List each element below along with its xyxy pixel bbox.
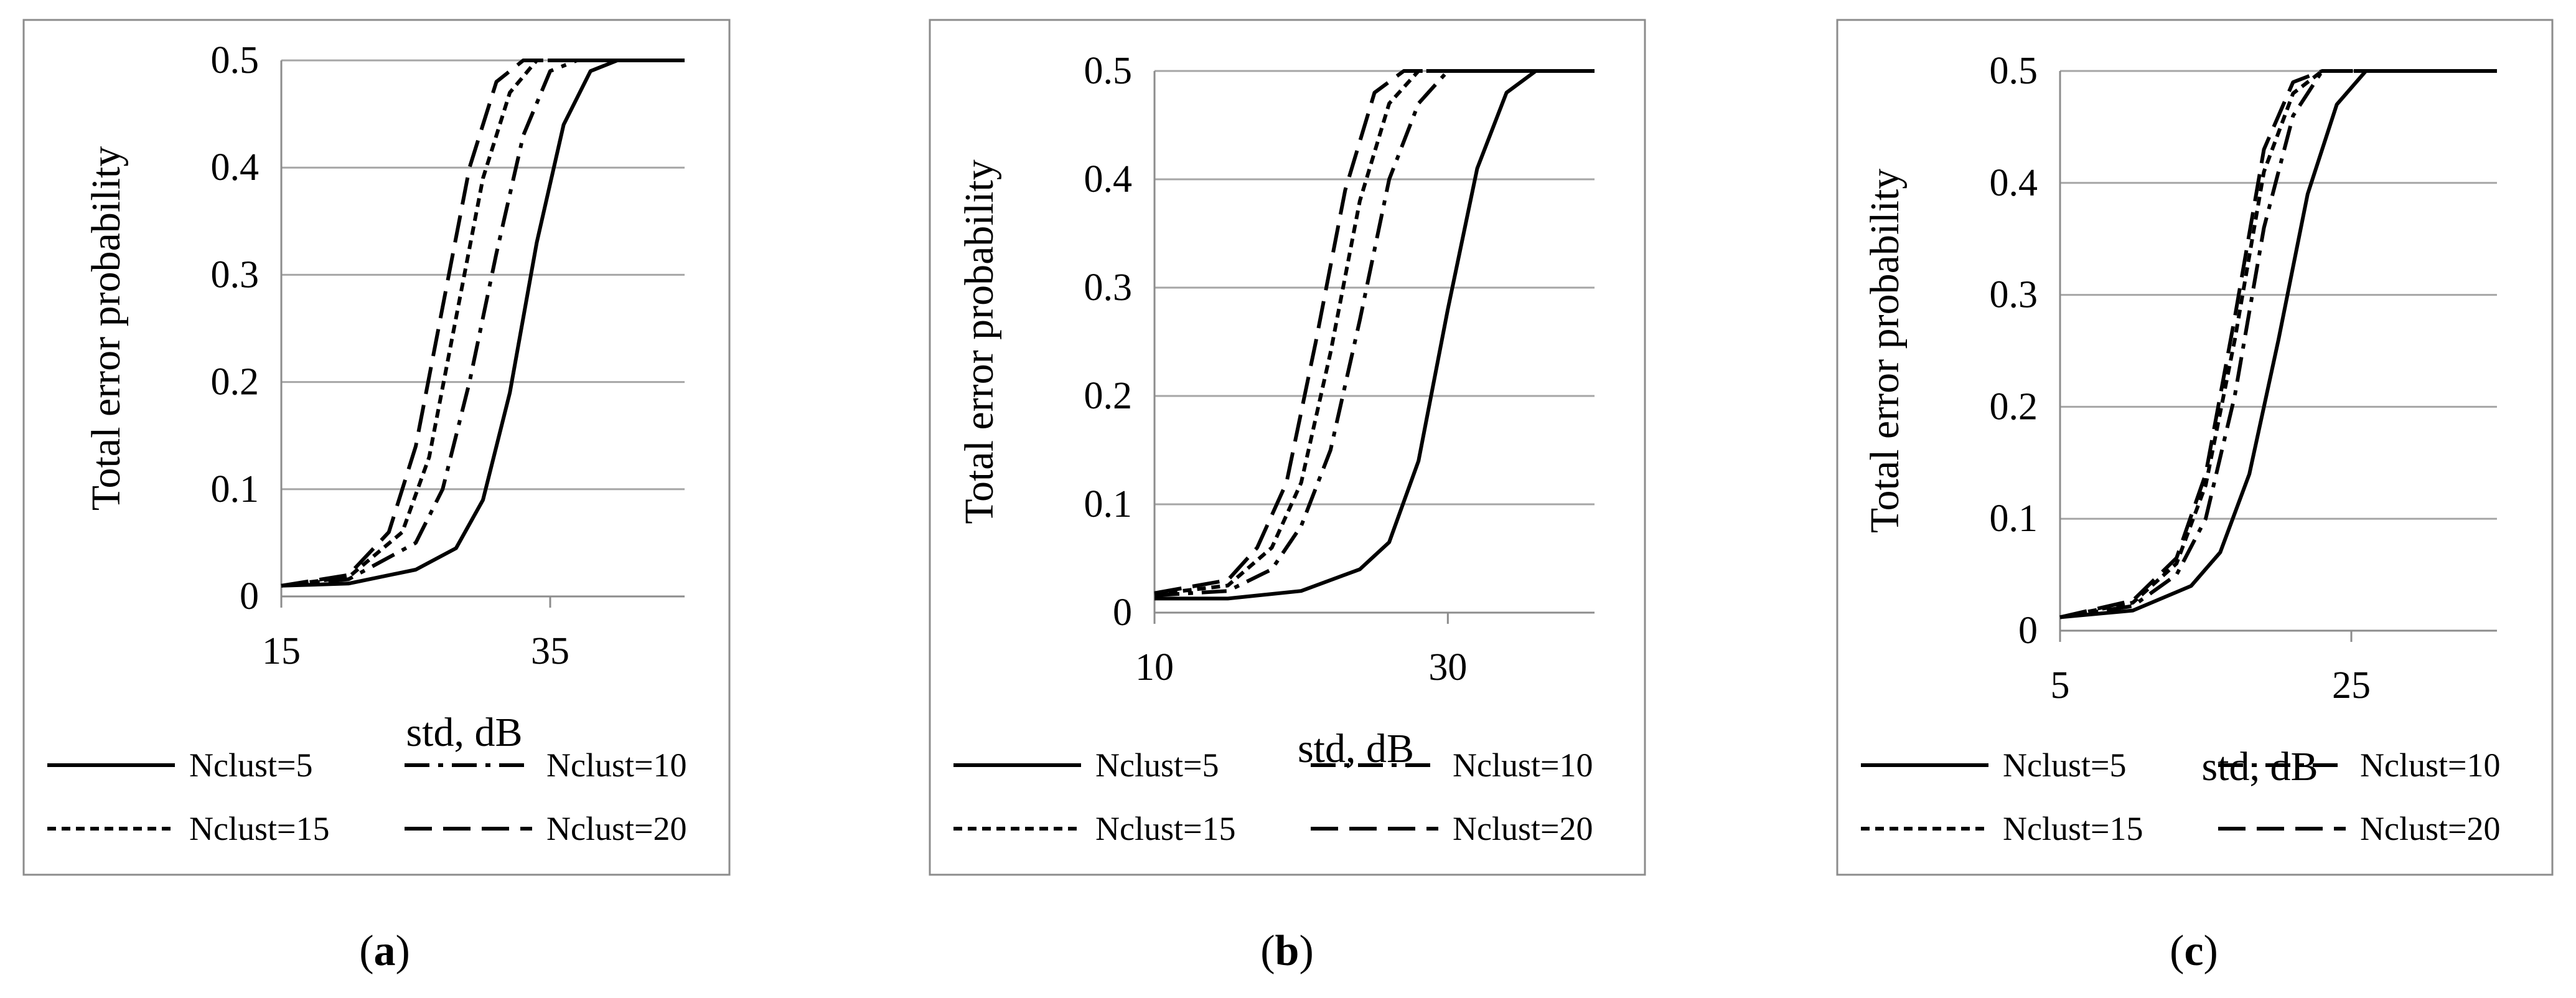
y-tick-label-0-1: 0.1 [1084,483,1133,525]
legend-label-nclust-10: Nclust=10 [546,746,686,784]
y-axis-title: Total error probability [1862,169,1908,534]
panel-frame [1836,19,2554,876]
y-axis-title: Total error probability [957,159,1002,524]
legend-label-nclust-10: Nclust=10 [2360,746,2500,784]
series-line-nclust-5 [1155,69,1595,601]
legend-label-nclust-20: Nclust=20 [2360,810,2500,847]
y-tick-label-0-3: 0.3 [1084,266,1133,309]
series-line-nclust-20 [1154,69,1595,595]
legend-label-nclust-5: Nclust=5 [1095,746,1219,784]
panel-caption: (b) [1260,927,1314,975]
y-tick-label-0-2: 0.2 [1084,375,1133,417]
y-tick-label-0-4: 0.4 [211,146,260,189]
x-axis-title: std, dB [406,710,522,755]
legend-label-nclust-5: Nclust=5 [2003,746,2126,784]
y-tick-label-0-1: 0.1 [211,468,260,511]
panel-frame [929,19,1646,876]
legend-label-nclust-10: Nclust=10 [1453,746,1593,784]
x-tick-label-35: 35 [531,630,569,672]
series-line-nclust-5 [281,59,685,588]
y-tick-label-0-5: 0.5 [1084,50,1133,92]
y-tick-label-0-2: 0.2 [211,361,260,403]
y-tick-label-0-4: 0.4 [1990,162,2038,204]
x-tick-label-10: 10 [1135,646,1174,689]
y-tick-label-0-3: 0.3 [1990,274,2038,316]
series-line-nclust-15 [1154,69,1595,596]
y-tick-label-0-3: 0.3 [211,253,260,296]
series-line-nclust-20 [281,59,685,588]
x-tick-label-30: 30 [1428,646,1467,689]
x-tick-label-25: 25 [2332,664,2371,707]
legend-label-nclust-15: Nclust=15 [1095,810,1235,847]
y-tick-label-0: 0 [2018,610,2038,652]
legend-label-nclust-15: Nclust=15 [189,810,329,847]
series-line-nclust-15 [2059,69,2497,619]
panel-frame [22,19,731,876]
y-tick-label-0: 0 [1113,591,1132,634]
panel-caption: (a) [359,927,410,975]
y-axis-title: Total error probability [83,146,129,511]
y-tick-label-0-5: 0.5 [1990,50,2038,92]
series-line-nclust-15 [281,59,685,588]
legend-label-nclust-20: Nclust=20 [1453,810,1593,847]
x-tick-label-15: 15 [262,630,301,672]
y-tick-label-0-2: 0.2 [1990,385,2038,428]
panel-caption: (c) [2170,927,2218,975]
y-tick-label-0-1: 0.1 [1990,497,2038,540]
y-tick-label-0: 0 [240,575,259,618]
series-line-nclust-5 [2059,69,2497,619]
legend-label-nclust-5: Nclust=5 [189,746,312,784]
y-tick-label-0-5: 0.5 [211,39,260,82]
legend-label-nclust-20: Nclust=20 [546,810,686,847]
legend-label-nclust-15: Nclust=15 [2003,810,2143,847]
y-tick-label-0-4: 0.4 [1084,158,1133,200]
series-line-nclust-20 [2059,69,2497,619]
x-tick-label-5: 5 [2051,664,2070,707]
series-line-nclust-10 [281,59,685,588]
